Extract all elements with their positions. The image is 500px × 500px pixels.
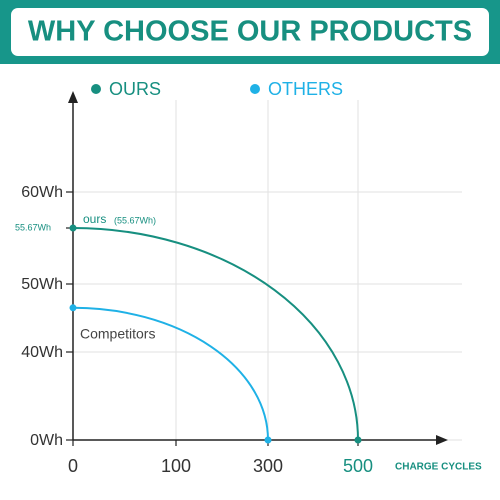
data-point (69, 304, 77, 312)
x-axis-label: CHARGE CYCLES (395, 462, 482, 473)
chart-title: WHY CHOOSE OUR PRODUCTS (28, 16, 472, 48)
x-tick-label: 300 (253, 456, 283, 476)
annotation: ours (83, 212, 106, 226)
y-tick-label: 60Wh (21, 184, 63, 201)
annotation: (55.67Wh) (114, 215, 156, 225)
data-point (354, 436, 362, 444)
data-point (69, 224, 77, 232)
data-point (264, 436, 272, 444)
x-tick-label: 100 (161, 456, 191, 476)
annotation: Competitors (80, 326, 155, 342)
x-axis-arrow (436, 435, 448, 445)
y-tick-label: 50Wh (21, 276, 63, 293)
legend-label: OURS (109, 79, 161, 99)
y-tick-label: 40Wh (21, 344, 63, 361)
legend-marker (91, 84, 101, 94)
legend-label: OTHERS (268, 79, 343, 99)
title-box (11, 8, 489, 56)
y-tick-label: 55.67Wh (15, 222, 51, 232)
x-tick-label: 0 (68, 456, 78, 476)
y-axis-arrow (68, 91, 78, 103)
series-line (72, 306, 269, 441)
series-line (72, 227, 359, 441)
x-tick-label: 500 (343, 456, 373, 476)
legend-marker (250, 84, 260, 94)
y-tick-label: 0Wh (30, 432, 63, 449)
